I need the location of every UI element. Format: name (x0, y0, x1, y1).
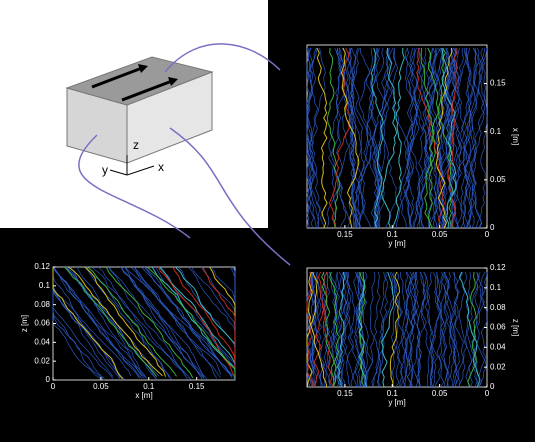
y-tick-label: 0.08 (490, 303, 506, 312)
y-axis-label: x [m] (511, 128, 520, 145)
page: z y x 0.150.10.05000.050.10.15y [m]x [m]… (0, 0, 535, 442)
x-axis-label: y [m] (388, 239, 405, 248)
x-tick-label: 0.05 (93, 382, 109, 391)
y-tick-label: 0.05 (490, 175, 506, 184)
y-tick-label: 0.15 (490, 79, 506, 88)
y-tick-label: 0.1 (490, 283, 502, 292)
x-tick-label: 0 (51, 382, 56, 391)
y-tick-label: 0.04 (34, 337, 50, 346)
y-tick-label: 0 (46, 375, 51, 384)
y-tick-label: 0.08 (34, 300, 50, 309)
y-tick-label: 0.02 (490, 362, 506, 371)
x-tick-label: 0.15 (189, 382, 205, 391)
y-tick-label: 0.12 (34, 262, 50, 271)
x-tick-label: 0.05 (432, 230, 448, 239)
y-tick-label: 0.04 (490, 342, 506, 351)
x-tick-label: 0.1 (387, 389, 399, 398)
x-tick-label: 0.15 (337, 230, 353, 239)
plot-area (307, 45, 487, 228)
y-tick-label: 0 (490, 223, 495, 232)
figure: z y x 0.150.10.05000.050.10.15y [m]x [m]… (0, 0, 535, 437)
y-axis-label: z [m] (511, 319, 520, 336)
y-tick-label: 0.1 (39, 281, 51, 290)
x-tick-label: 0.1 (387, 230, 399, 239)
axis-label: x (158, 160, 164, 174)
x-tick-label: 0.05 (432, 389, 448, 398)
axis-label: z (133, 138, 139, 152)
y-axis-label: z [m] (20, 315, 29, 332)
axis-label: y (102, 163, 108, 177)
y-tick-label: 0.06 (34, 319, 50, 328)
y-tick-label: 0.02 (34, 356, 50, 365)
x-tick-label: 0.15 (337, 389, 353, 398)
y-tick-label: 0 (490, 382, 495, 391)
x-tick-label: 0.1 (143, 382, 155, 391)
y-tick-label: 0.1 (490, 127, 502, 136)
y-tick-label: 0.06 (490, 323, 506, 332)
x-axis-label: y [m] (388, 398, 405, 407)
x-axis-label: x [m] (135, 391, 152, 400)
y-tick-label: 0.12 (490, 263, 506, 272)
